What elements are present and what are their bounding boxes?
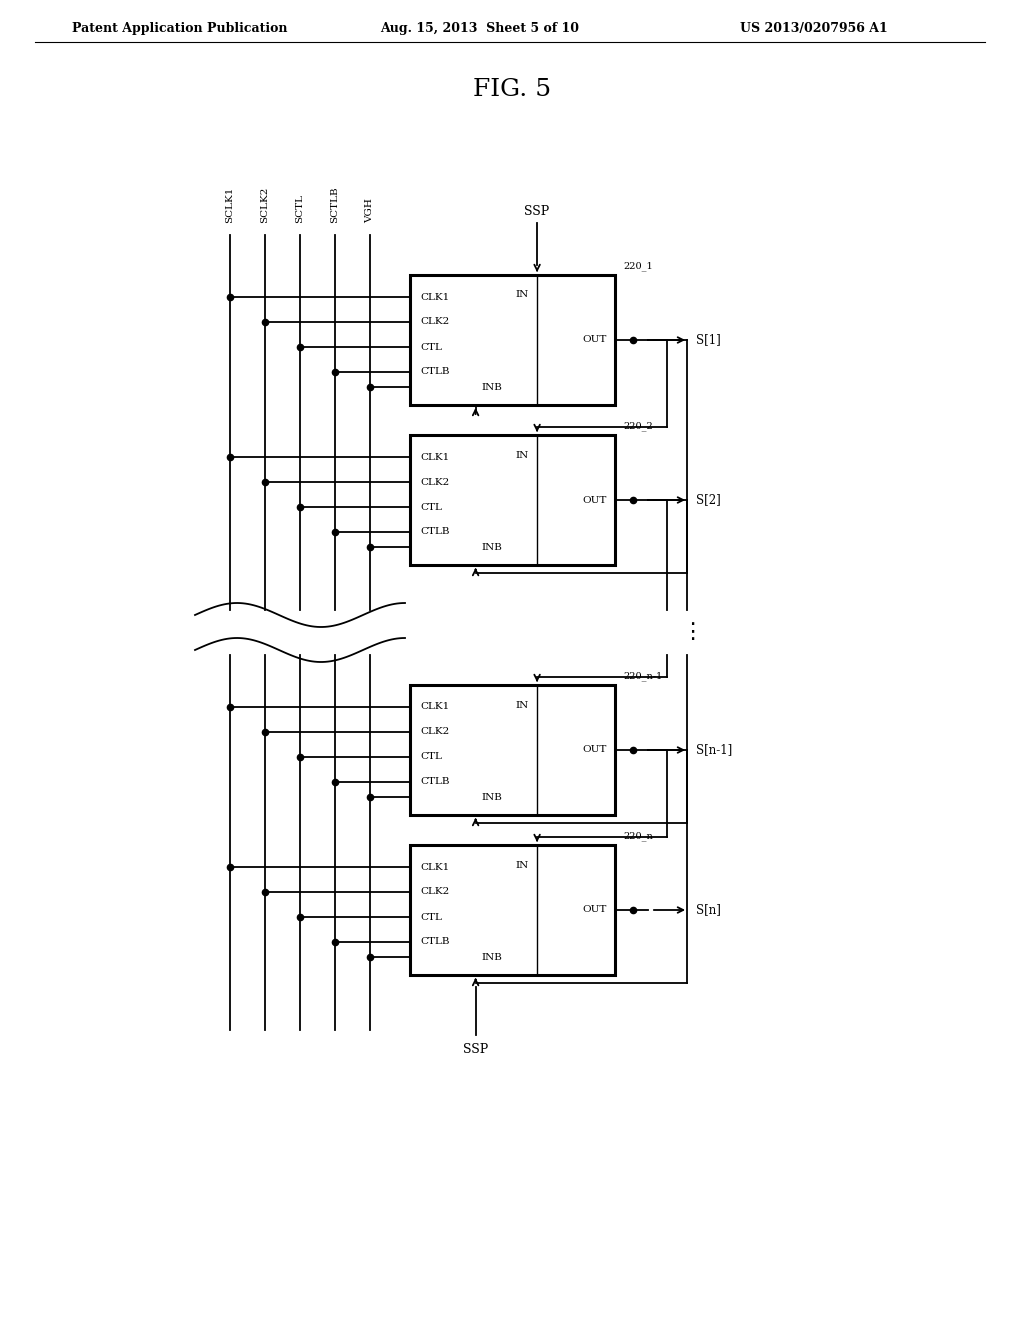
Text: CLK2: CLK2 <box>420 887 450 896</box>
Text: CTLB: CTLB <box>420 528 450 536</box>
Text: ⋮: ⋮ <box>681 623 703 643</box>
Bar <box>410 845 615 975</box>
Text: VGH: VGH <box>366 198 375 223</box>
Text: SCLK2: SCLK2 <box>260 186 269 223</box>
Text: IN: IN <box>516 701 529 710</box>
Text: CTL: CTL <box>420 342 442 351</box>
Text: CLK1: CLK1 <box>420 702 450 711</box>
Text: 220_n: 220_n <box>623 832 652 841</box>
Text: 220_1: 220_1 <box>623 261 652 271</box>
Text: SSP: SSP <box>463 1043 488 1056</box>
Text: FIG. 5: FIG. 5 <box>473 78 551 102</box>
Text: Aug. 15, 2013  Sheet 5 of 10: Aug. 15, 2013 Sheet 5 of 10 <box>380 22 579 36</box>
Bar <box>410 685 615 814</box>
Text: S[1]: S[1] <box>696 334 721 346</box>
Text: 220_n-1: 220_n-1 <box>623 672 663 681</box>
Text: CLK1: CLK1 <box>420 293 450 301</box>
Text: CLK2: CLK2 <box>420 478 450 487</box>
Text: US 2013/0207956 A1: US 2013/0207956 A1 <box>740 22 888 36</box>
Text: CTL: CTL <box>420 503 442 512</box>
Text: CLK1: CLK1 <box>420 453 450 462</box>
Text: SCLK1: SCLK1 <box>225 186 234 223</box>
Text: IN: IN <box>516 290 529 300</box>
Text: CTLB: CTLB <box>420 937 450 946</box>
Text: S[n-1]: S[n-1] <box>696 743 732 756</box>
Bar <box>410 275 615 405</box>
Text: S[2]: S[2] <box>696 494 721 507</box>
Text: IN: IN <box>516 450 529 459</box>
Text: OUT: OUT <box>583 335 607 345</box>
Text: OUT: OUT <box>583 495 607 504</box>
Text: IN: IN <box>516 861 529 870</box>
Text: CLK2: CLK2 <box>420 727 450 737</box>
Text: OUT: OUT <box>583 746 607 755</box>
Text: S[n]: S[n] <box>696 903 721 916</box>
Text: OUT: OUT <box>583 906 607 915</box>
Bar <box>410 436 615 565</box>
Text: CLK2: CLK2 <box>420 318 450 326</box>
Text: 220_2: 220_2 <box>623 421 652 432</box>
Text: CTLB: CTLB <box>420 367 450 376</box>
Text: CTLB: CTLB <box>420 777 450 787</box>
Text: INB: INB <box>481 383 503 392</box>
Text: SSP: SSP <box>524 205 550 218</box>
Text: CTL: CTL <box>420 912 442 921</box>
Text: CLK1: CLK1 <box>420 862 450 871</box>
Text: INB: INB <box>481 953 503 961</box>
Text: Patent Application Publication: Patent Application Publication <box>72 22 288 36</box>
Text: SCTLB: SCTLB <box>331 186 340 223</box>
Text: SCTL: SCTL <box>296 194 304 223</box>
Text: INB: INB <box>481 543 503 552</box>
Text: INB: INB <box>481 792 503 801</box>
Text: CTL: CTL <box>420 752 442 762</box>
